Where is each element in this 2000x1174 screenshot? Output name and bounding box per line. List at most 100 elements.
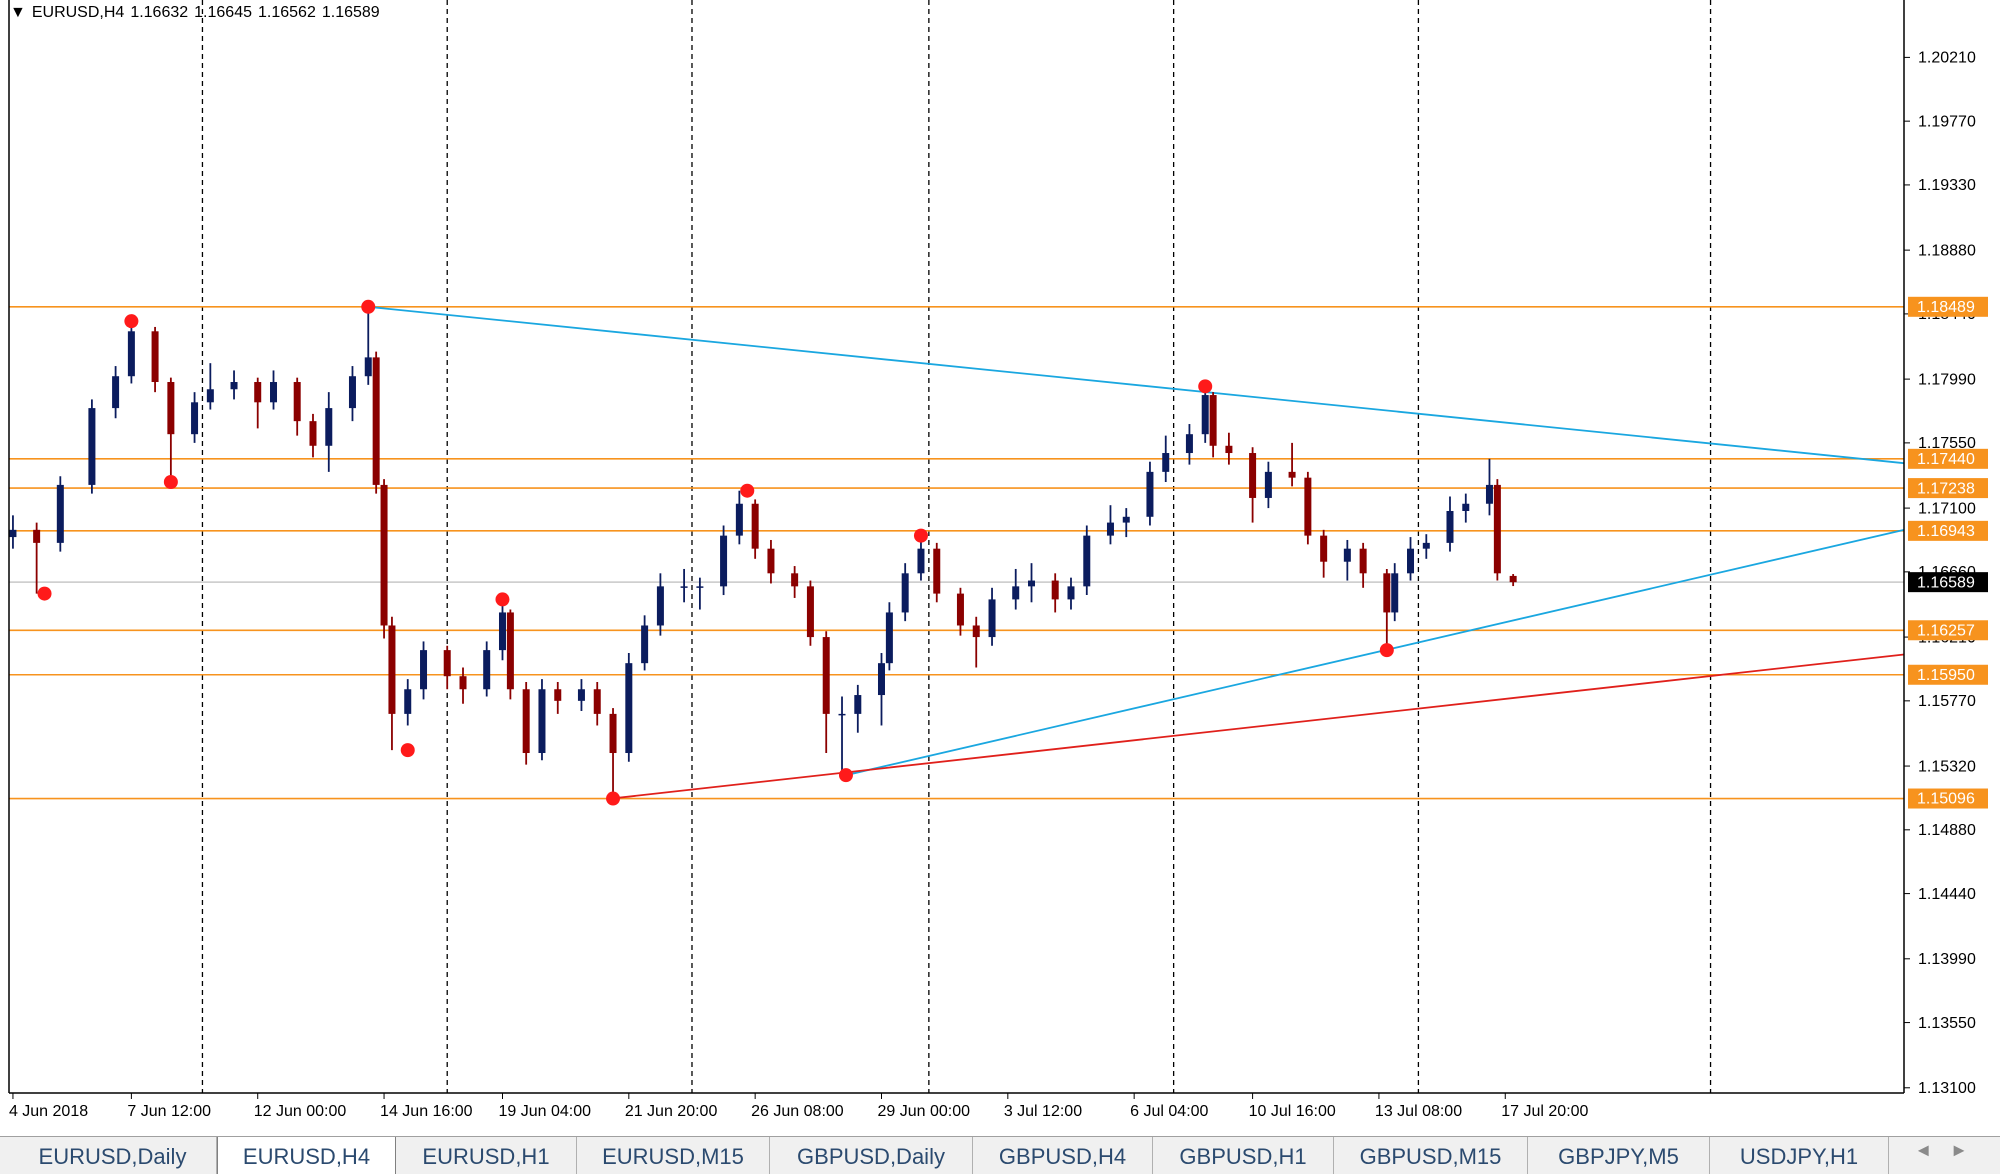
tab-bar: EURUSD,Daily EURUSD,H4 EURUSD,H1 EURUSD,M15…: [0, 1136, 2000, 1174]
quote-value: 1.16562: [258, 4, 316, 21]
candle-body: [112, 376, 120, 409]
candle-body: [1209, 395, 1217, 446]
candle-body: [1185, 434, 1193, 454]
y-tick-label: 1.14880: [1918, 822, 1976, 839]
candle-body: [822, 637, 830, 714]
candle-body: [1422, 542, 1430, 549]
tab[interactable]: GBPUSD,M15: [1334, 1137, 1528, 1174]
quote-value: 1.16645: [194, 4, 252, 21]
tab[interactable]: EURUSD,M15: [577, 1137, 770, 1174]
candle-body: [735, 503, 743, 536]
tab-scroll[interactable]: ◄►: [1914, 1140, 1986, 1160]
current-price-box: [1908, 572, 1988, 593]
candle-body: [680, 586, 688, 588]
tab[interactable]: GBPUSD,Daily: [770, 1137, 973, 1174]
candle-body: [577, 689, 585, 701]
tab-spacer: [0, 1137, 9, 1174]
candle-body: [877, 663, 885, 696]
candle-body: [1249, 453, 1257, 498]
x-tick-label: 26 Jun 08:00: [751, 1103, 844, 1120]
level-price-box: [1908, 620, 1988, 641]
y-tick-label: 1.17550: [1918, 435, 1976, 452]
x-tick-label: 6 Jul 04:00: [1130, 1103, 1208, 1120]
level-price-box: [1908, 788, 1988, 809]
candle-body: [1083, 535, 1091, 587]
level-price-label: 1.15950: [1917, 667, 1975, 684]
y-tick-label: 1.13100: [1918, 1080, 1976, 1097]
candle-body: [806, 586, 814, 638]
x-tick-label: 10 Jul 16:00: [1249, 1103, 1336, 1120]
x-tick-label: 17 Jul 20:00: [1501, 1103, 1588, 1120]
pivot-point: [361, 299, 376, 314]
candle-body: [767, 548, 775, 574]
y-tick-label: 1.15320: [1918, 758, 1976, 775]
candle-body: [988, 599, 996, 638]
x-tick-label: 13 Jul 08:00: [1375, 1103, 1462, 1120]
candle-body: [498, 612, 506, 651]
tab[interactable]: GBPUSD,H4: [973, 1137, 1153, 1174]
candle-body: [720, 535, 728, 587]
candle-body: [1012, 586, 1020, 600]
candle-body: [191, 402, 199, 435]
level-price-label: 1.17238: [1917, 480, 1975, 497]
candle-body: [1225, 445, 1233, 454]
candle-body: [1288, 471, 1296, 478]
y-tick-label: 1.17990: [1918, 371, 1976, 388]
candle-body: [206, 389, 214, 403]
level-price-label: 1.15096: [1917, 791, 1975, 808]
candle-body: [656, 586, 664, 626]
candle-body: [838, 713, 846, 716]
level-price-label: 1.16257: [1917, 622, 1975, 639]
y-tick-label: 1.18880: [1918, 242, 1976, 259]
trendline: [845, 528, 1905, 777]
candle-body: [380, 484, 388, 626]
candle-body: [956, 593, 964, 626]
candle-body: [1343, 548, 1351, 562]
y-tick-label: 1.20210: [1918, 50, 1976, 67]
candle-body: [33, 529, 41, 543]
candle-body: [1383, 573, 1391, 613]
symbol: EURUSD,H4: [31, 4, 125, 21]
candle-body: [270, 382, 278, 403]
tab[interactable]: EURUSD,H4: [217, 1137, 396, 1174]
candle-body: [1304, 477, 1312, 536]
candle-body: [88, 408, 96, 485]
x-tick-label: 4 Jun 2018: [9, 1103, 88, 1120]
current-price-label: 1.16589: [1917, 574, 1975, 591]
candle-body: [522, 689, 530, 754]
pivot-point: [740, 483, 755, 498]
candle-body: [609, 713, 617, 754]
level-price-box: [1908, 520, 1988, 541]
tab[interactable]: EURUSD,H1: [396, 1137, 577, 1174]
candle-body: [388, 625, 396, 714]
candle-body: [1051, 580, 1059, 600]
candle-body: [1067, 586, 1075, 600]
menu-arrow[interactable]: ▼: [10, 4, 26, 21]
candle-body: [151, 331, 159, 383]
level-price-label: 1.17440: [1917, 451, 1975, 468]
tab[interactable]: USDJPY,H1: [1710, 1137, 1889, 1174]
candle-body: [885, 612, 893, 664]
candle-body: [1407, 548, 1415, 574]
candle-body: [348, 376, 356, 409]
pivot-point: [400, 743, 415, 758]
axis-panel: [1904, 0, 2000, 1136]
candle-body: [1485, 484, 1493, 504]
pivot-point: [1198, 379, 1213, 394]
candle-body: [1509, 575, 1517, 583]
time-axis-panel: [0, 1093, 2000, 1136]
candle-body: [554, 689, 562, 701]
candle-body: [917, 548, 925, 574]
candle-body: [167, 382, 175, 435]
tab[interactable]: EURUSD,Daily: [9, 1137, 217, 1174]
level-price-box: [1908, 296, 1988, 317]
candle-body: [1162, 453, 1170, 472]
tab[interactable]: GBPJPY,M5: [1528, 1137, 1710, 1174]
candle-body: [506, 612, 514, 690]
pivot-point: [495, 592, 510, 607]
chart-header: ▼ EURUSD,H4 1.16632 1.16645 1.16562 1.16589: [10, 4, 386, 22]
level-price-box: [1908, 478, 1988, 499]
tab[interactable]: GBPUSD,H1: [1153, 1137, 1334, 1174]
candle-body: [325, 408, 333, 446]
